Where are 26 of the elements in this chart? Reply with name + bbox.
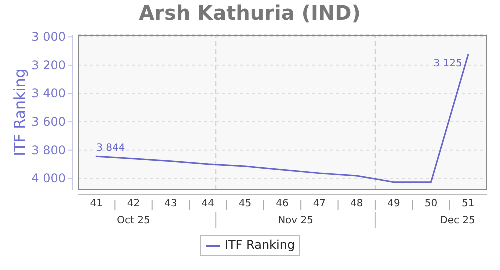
x-tick-label: 45 [238, 198, 252, 210]
x-tick-label: 41 [90, 198, 103, 210]
line-series [96, 54, 470, 184]
x2-tick-label: Oct 25 [117, 216, 150, 226]
y-tick-label: 3 600 [32, 115, 66, 130]
chart-title: Arsh Kathuria (IND) [138, 1, 362, 26]
x-tick-label: 51 [462, 198, 475, 210]
legend-label: ITF Ranking [224, 238, 296, 253]
x-tick-label: 47 [313, 198, 326, 210]
x-tick-label: 42 [127, 198, 140, 210]
x-tick-label: 43 [164, 198, 178, 210]
x-tick-label: 46 [276, 198, 289, 210]
x-tick-label: 48 [350, 198, 364, 210]
x-tick-label: 50 [424, 198, 438, 210]
x-tick-label: 44 [202, 198, 215, 210]
x2-tick-label: Dec 25 [440, 216, 476, 226]
y-tick-label: 3 200 [32, 58, 66, 72]
y-tick-label: 3 400 [32, 86, 66, 101]
y-tick-label: 3 000 [32, 30, 66, 44]
y-tick-label: 3 800 [32, 143, 66, 158]
x-tick-label: 49 [388, 198, 400, 210]
y-axis-title: ITF Ranking [11, 68, 29, 156]
x2-tick-label: Nov 25 [278, 216, 314, 226]
data-label: 3 844 [96, 143, 126, 154]
data-label: 3 125 [434, 58, 462, 70]
y-tick-label: 4 000 [32, 172, 66, 186]
